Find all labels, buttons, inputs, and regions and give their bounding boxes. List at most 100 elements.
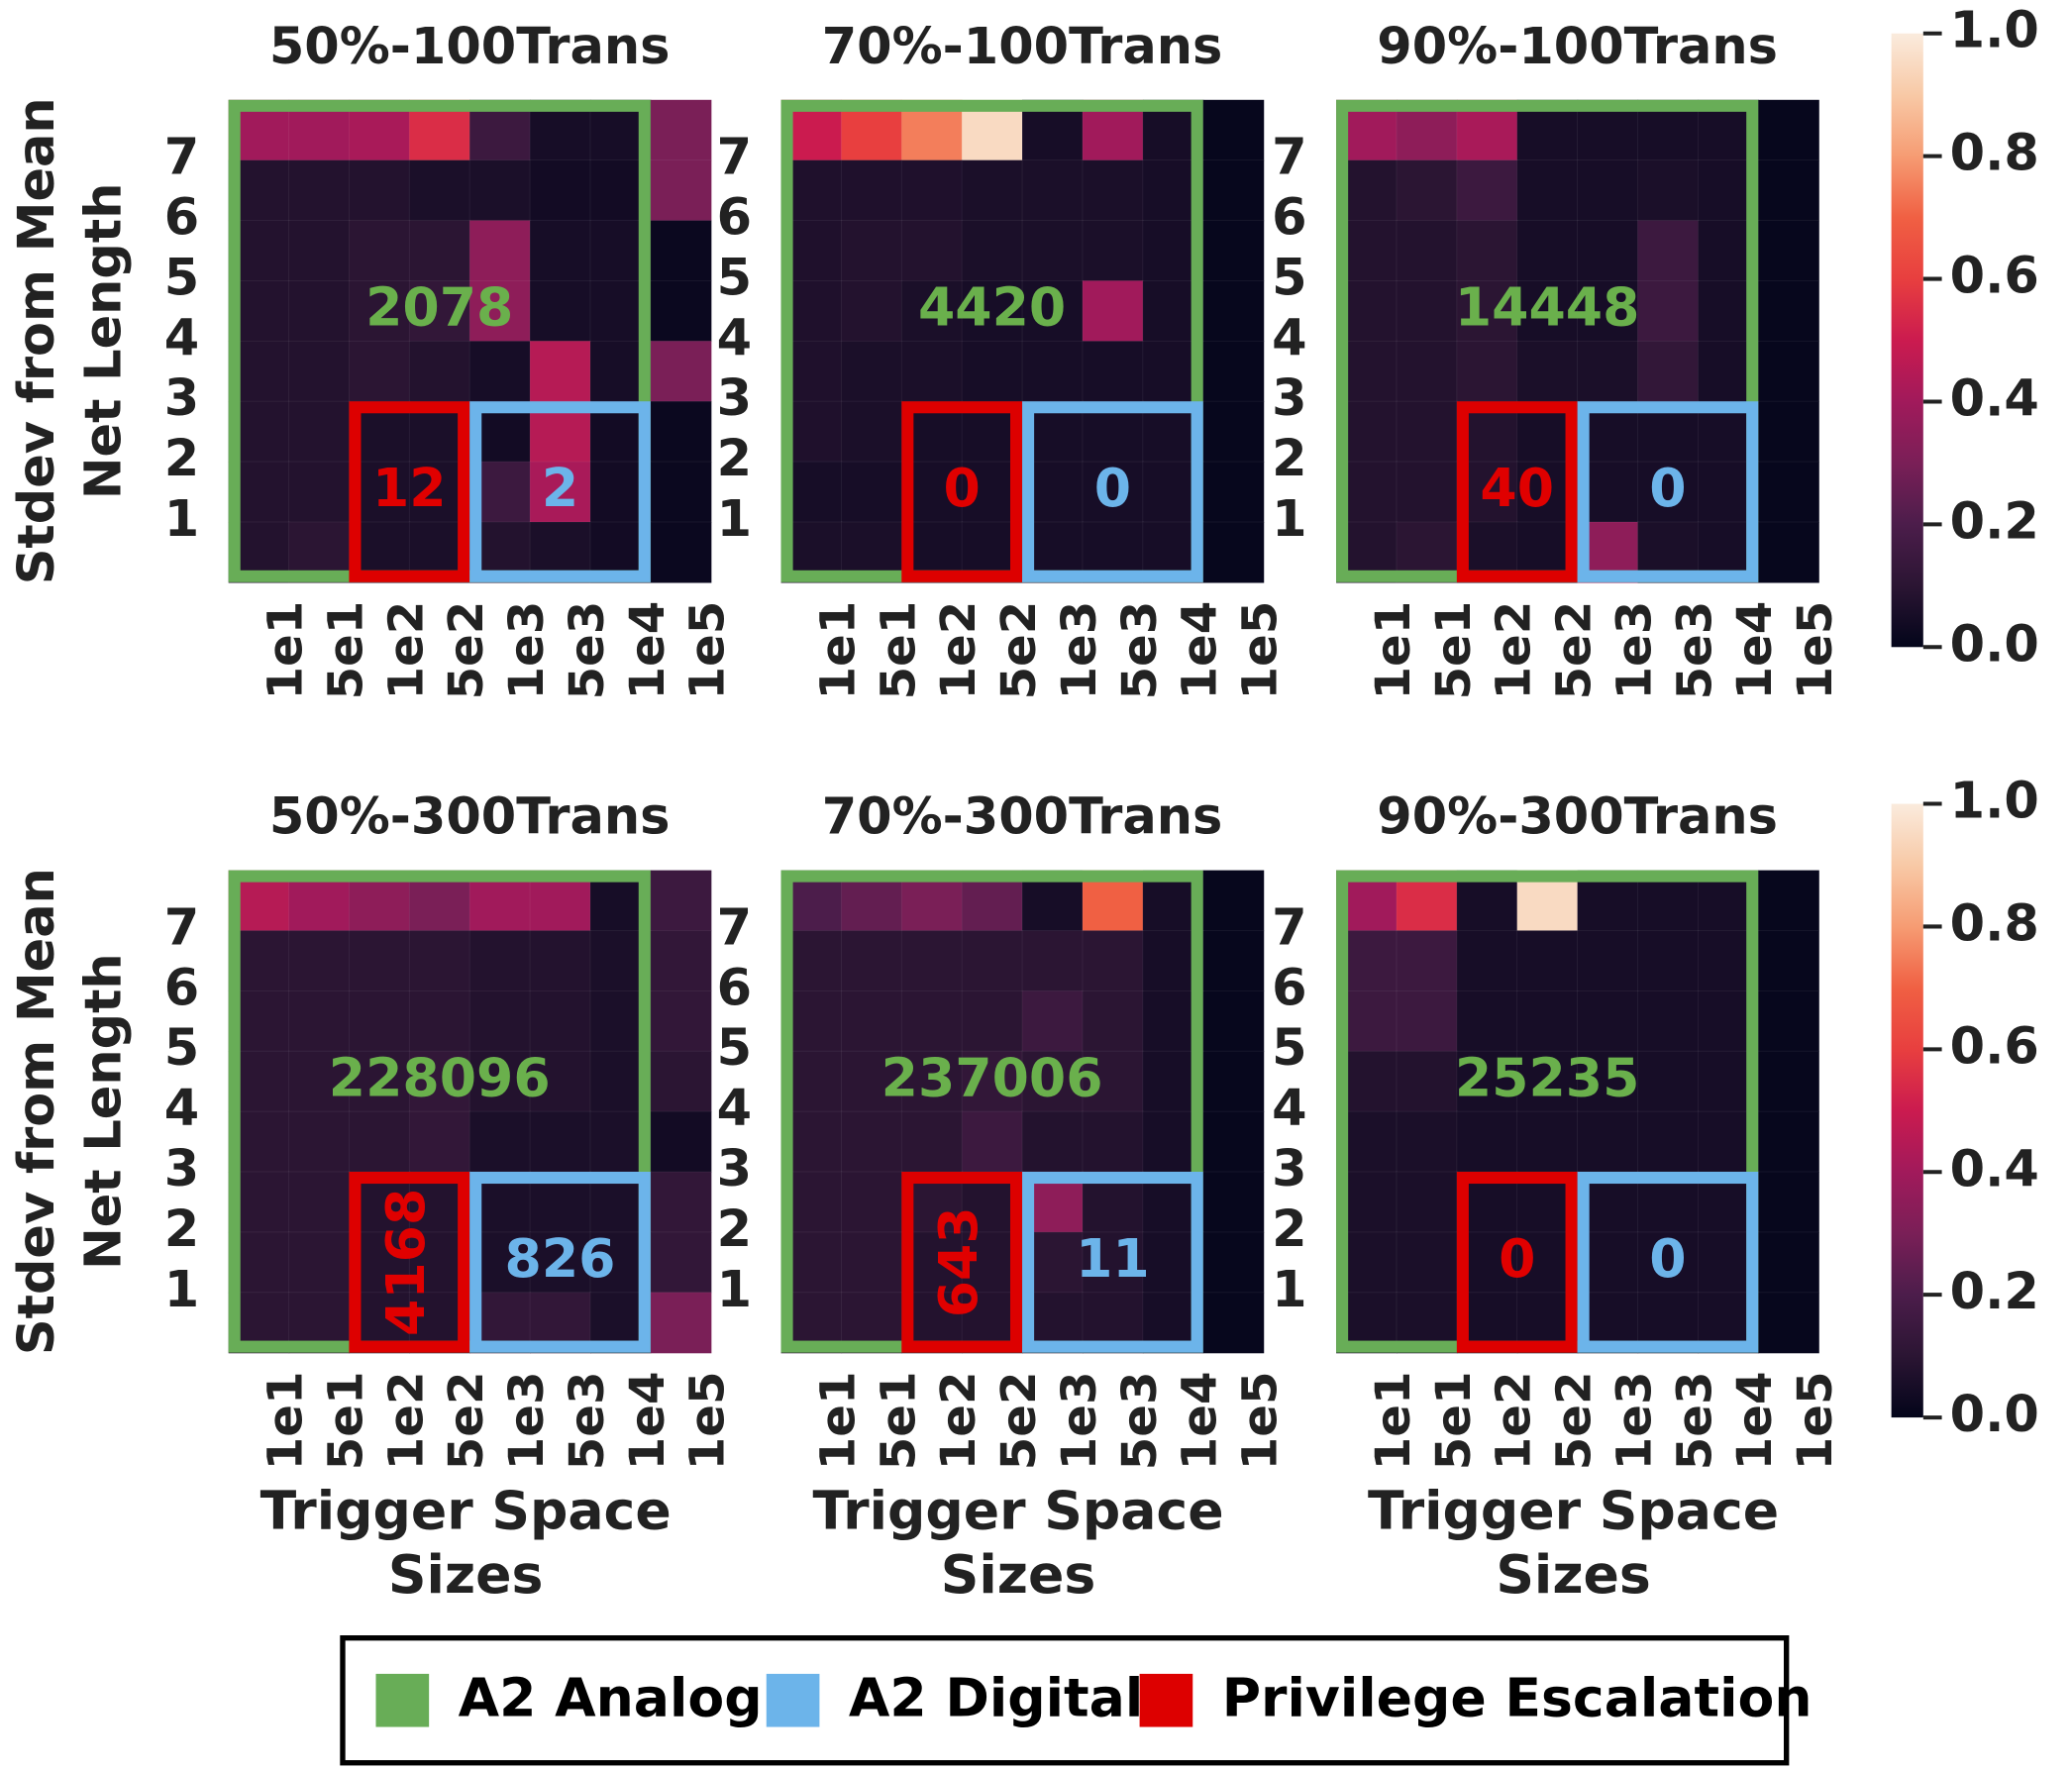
heatmap-cell (900, 1050, 964, 1113)
y-tick-label: 5 (717, 1019, 752, 1078)
heatmap-cell (1757, 1231, 1820, 1294)
heatmap-cell (1202, 990, 1265, 1053)
heatmap-cell (841, 1171, 903, 1233)
heatmap-cell (650, 870, 712, 932)
heatmap-cell (1456, 340, 1518, 403)
heatmap-cell (288, 280, 351, 343)
heatmap-cell (961, 930, 1024, 992)
heatmap-cell (841, 1110, 903, 1174)
heatmap-cell (408, 990, 471, 1053)
panel-title: 70%-300Trans (822, 788, 1223, 847)
heatmap-cell (1577, 340, 1639, 403)
x-tick-label: 1e1 (810, 1371, 866, 1470)
heatmap-cell (1396, 1171, 1458, 1233)
heatmap-cell (650, 280, 712, 343)
heatmap-cell (408, 220, 471, 282)
panel-title: 50%-100Trans (269, 18, 671, 76)
heatmap-cell (1396, 159, 1458, 222)
region-box (901, 401, 1023, 582)
y-tick-label: 5 (1272, 1019, 1306, 1078)
colorbar-tick-label: 0.2 (1950, 492, 2039, 551)
x-tick-label: 1e1 (259, 1371, 314, 1470)
y-tick-label: 5 (164, 1019, 199, 1078)
heatmap-cell (900, 220, 964, 282)
x-tick-label: 1e5 (680, 601, 736, 700)
heatmap-cell (1757, 521, 1820, 583)
y-tick-label: 2 (164, 430, 199, 488)
region-count: 228096 (329, 1046, 551, 1108)
heatmap-cell (1202, 1050, 1265, 1113)
heatmap-cell (1202, 159, 1265, 222)
heatmap-cell (1637, 220, 1700, 282)
y-tick-label: 6 (717, 189, 752, 248)
heatmap-cell (1757, 870, 1820, 932)
heatmap-cell (1082, 930, 1144, 992)
x-tick-label: 5e1 (1426, 601, 1482, 700)
colorbar-tick-label: 0.0 (1950, 615, 2039, 674)
heatmap-cell (529, 280, 592, 343)
heatmap-cell (1577, 1110, 1639, 1174)
heatmap-cell (1577, 159, 1639, 222)
heatmap-cell (349, 220, 411, 282)
heatmap-cell (841, 461, 903, 524)
heatmap-cell (1637, 1050, 1700, 1113)
colorbar-tick-label: 1.0 (1950, 773, 2039, 831)
x-axis-label: Trigger Space (812, 1480, 1223, 1542)
heatmap-cell (1516, 280, 1579, 343)
heatmap-cell (288, 930, 351, 992)
heatmap-cell (961, 159, 1024, 222)
y-tick-label: 6 (1272, 189, 1306, 248)
heatmap-cell (529, 1231, 592, 1294)
heatmap-cell (1757, 159, 1820, 222)
heatmap-cell (1577, 930, 1639, 992)
heatmap-cell (1082, 1231, 1144, 1294)
x-tick-label: 5e2 (1547, 1371, 1603, 1470)
x-tick-label: 1e2 (931, 601, 986, 700)
heatmap-cell (1516, 1050, 1579, 1113)
y-tick-label: 1 (164, 490, 199, 549)
x-tick-label: 1e2 (1487, 601, 1542, 700)
region-box (1577, 401, 1759, 582)
colorbar-tick-label: 0.2 (1950, 1263, 2039, 1321)
x-tick-label: 1e4 (1727, 601, 1783, 700)
heatmap-cell (1757, 990, 1820, 1053)
heatmap-cell (349, 280, 411, 343)
heatmap-cell (468, 930, 532, 992)
heatmap-cell (961, 990, 1024, 1053)
heatmap-cell (841, 930, 903, 992)
heatmap-cell (349, 1110, 411, 1174)
x-tick-label: 5e3 (1667, 1371, 1722, 1470)
heatmap-cell (1757, 340, 1820, 403)
heatmap-cell (1202, 99, 1265, 161)
legend-swatch (375, 1673, 430, 1727)
y-tick-label: 2 (717, 1200, 752, 1259)
heatmap-cell (900, 990, 964, 1053)
heatmap-cell (408, 930, 471, 992)
heatmap-cell (408, 159, 471, 222)
x-axis-label: Sizes (941, 1543, 1096, 1606)
x-tick-label: 1e1 (810, 601, 866, 700)
heatmap-cell (1577, 1050, 1639, 1113)
heatmap-cell (1021, 159, 1085, 222)
region-count: 12 (372, 457, 447, 519)
region-count: 14448 (1455, 276, 1640, 339)
x-tick-label: 1e5 (1233, 601, 1289, 700)
heatmap-cell (1396, 1231, 1458, 1294)
x-tick-label: 1e5 (1788, 1371, 1843, 1470)
heatmap-cell (1396, 400, 1458, 464)
x-tick-label: 5e3 (1112, 601, 1168, 700)
heatmap-cell (1637, 159, 1700, 222)
panel-title: 70%-100Trans (822, 18, 1223, 76)
heatmap-cell (288, 220, 351, 282)
heatmap-cell (841, 1050, 903, 1113)
heatmap-cell (1456, 159, 1518, 222)
region-count: 11 (1076, 1227, 1150, 1290)
legend-frame (340, 1635, 1790, 1766)
heatmap-cell (1202, 1231, 1265, 1294)
heatmap-cell (1396, 340, 1458, 403)
x-tick-label: 1e5 (1233, 1371, 1289, 1470)
heatmap-cell (468, 340, 532, 403)
heatmap-cell (1516, 930, 1579, 992)
